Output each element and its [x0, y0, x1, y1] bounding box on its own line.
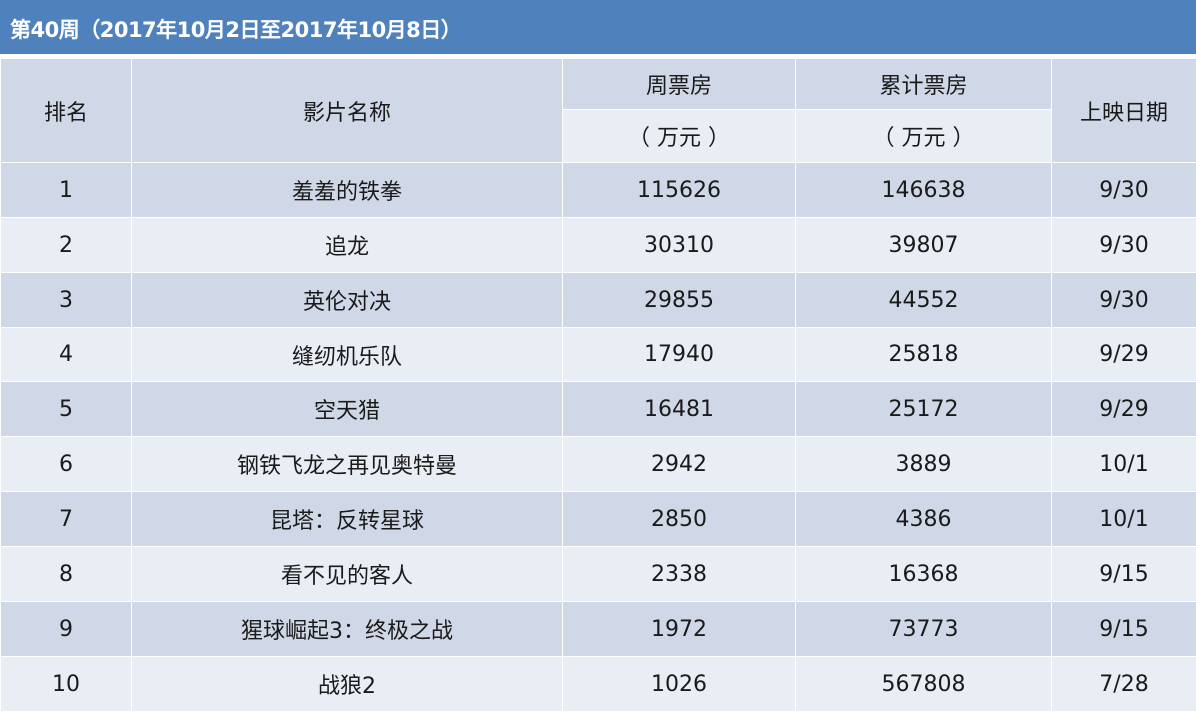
rank-cell: 4	[0, 327, 132, 382]
table-row: 10 战狼2 1026 567808 7/28	[0, 656, 1196, 712]
rank-cell: 1	[0, 162, 132, 218]
release-date-cell: 9/15	[1051, 601, 1196, 657]
rank-cell: 5	[0, 381, 132, 437]
cumulative-box-cell: 146638	[795, 162, 1052, 218]
table-body: 1 羞羞的铁拳 115626 146638 9/30 2 追龙 30310 39807 9/30 3…	[0, 162, 1196, 712]
table-row: 1 羞羞的铁拳 115626 146638 9/30	[0, 162, 1196, 218]
rank-cell: 7	[0, 491, 132, 547]
table-row: 5 空天猎 16481 25172 9/29	[0, 381, 1196, 437]
header-weekly-box: 周票房	[562, 58, 796, 110]
weekly-box-cell: 29855	[562, 272, 796, 328]
release-date-cell: 7/28	[1051, 656, 1196, 712]
release-date-cell: 9/30	[1051, 217, 1196, 273]
header-cumulative-box: 累计票房	[795, 58, 1052, 110]
film-name-cell: 英伦对决	[131, 272, 563, 328]
release-date-cell: 10/1	[1051, 436, 1196, 492]
table-row: 7 昆塔：反转星球 2850 4386 10/1	[0, 491, 1196, 547]
title-bar: 第40周（2017年10月2日至2017年10月8日）	[0, 0, 1196, 56]
cumulative-box-cell: 16368	[795, 546, 1052, 602]
release-date-cell: 9/29	[1051, 327, 1196, 382]
header-cumulative-unit: （ 万元 ）	[795, 109, 1052, 163]
rank-cell: 2	[0, 217, 132, 273]
weekly-box-cell: 1026	[562, 656, 796, 712]
rank-cell: 6	[0, 436, 132, 492]
rank-cell: 10	[0, 656, 132, 712]
weekly-box-cell: 30310	[562, 217, 796, 273]
table-row: 4 缝纫机乐队 17940 25818 9/29	[0, 327, 1196, 382]
film-name-cell: 缝纫机乐队	[131, 327, 563, 382]
release-date-cell: 9/15	[1051, 546, 1196, 602]
cumulative-box-cell: 25172	[795, 381, 1052, 437]
box-office-table: 排名 影片名称 周票房 累计票房 上映日期 （ 万元 ） （ 万元 ） 1 羞羞的…	[0, 58, 1196, 712]
table-row: 3 英伦对决 29855 44552 9/30	[0, 272, 1196, 328]
rank-cell: 3	[0, 272, 132, 328]
weekly-box-cell: 115626	[562, 162, 796, 218]
weekly-box-cell: 17940	[562, 327, 796, 382]
film-name-cell: 战狼2	[131, 656, 563, 712]
film-name-cell: 追龙	[131, 217, 563, 273]
cumulative-box-cell: 4386	[795, 491, 1052, 547]
table-row: 2 追龙 30310 39807 9/30	[0, 217, 1196, 273]
weekly-box-cell: 1972	[562, 601, 796, 657]
cumulative-box-cell: 73773	[795, 601, 1052, 657]
page-title: 第40周（2017年10月2日至2017年10月8日）	[10, 18, 462, 42]
header-rank: 排名	[0, 58, 132, 163]
header-film-name: 影片名称	[131, 58, 563, 163]
release-date-cell: 10/1	[1051, 491, 1196, 547]
cumulative-box-cell: 44552	[795, 272, 1052, 328]
release-date-cell: 9/30	[1051, 272, 1196, 328]
table-row: 6 钢铁飞龙之再见奥特曼 2942 3889 10/1	[0, 436, 1196, 492]
table-row: 9 猩球崛起3：终极之战 1972 73773 9/15	[0, 601, 1196, 657]
header-release-date: 上映日期	[1051, 58, 1196, 163]
rank-cell: 9	[0, 601, 132, 657]
cumulative-box-cell: 39807	[795, 217, 1052, 273]
cumulative-box-cell: 3889	[795, 436, 1052, 492]
release-date-cell: 9/29	[1051, 381, 1196, 437]
weekly-box-cell: 2850	[562, 491, 796, 547]
table-row: 8 看不见的客人 2338 16368 9/15	[0, 546, 1196, 602]
release-date-cell: 9/30	[1051, 162, 1196, 218]
film-name-cell: 猩球崛起3：终极之战	[131, 601, 563, 657]
weekly-box-cell: 2942	[562, 436, 796, 492]
film-name-cell: 昆塔：反转星球	[131, 491, 563, 547]
film-name-cell: 钢铁飞龙之再见奥特曼	[131, 436, 563, 492]
cumulative-box-cell: 25818	[795, 327, 1052, 382]
header-weekly-unit: （ 万元 ）	[562, 109, 796, 163]
film-name-cell: 看不见的客人	[131, 546, 563, 602]
rank-cell: 8	[0, 546, 132, 602]
film-name-cell: 羞羞的铁拳	[131, 162, 563, 218]
weekly-box-cell: 2338	[562, 546, 796, 602]
film-name-cell: 空天猎	[131, 381, 563, 437]
weekly-box-cell: 16481	[562, 381, 796, 437]
cumulative-box-cell: 567808	[795, 656, 1052, 712]
